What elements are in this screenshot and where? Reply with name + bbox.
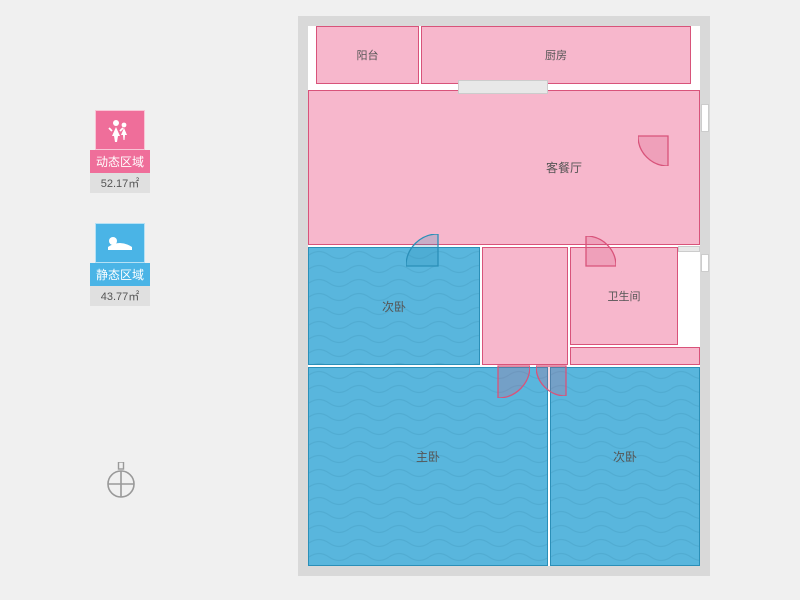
room-kitchen: 厨房 [421,26,691,84]
wall-segment [458,80,548,94]
legend-static-value: 43.77㎡ [90,286,150,306]
legend-dynamic-label: 动态区域 [90,150,150,173]
window-marker [701,104,709,132]
legend: 动态区域 52.17㎡ 静态区域 43.77㎡ [80,110,160,336]
legend-dynamic: 动态区域 52.17㎡ [80,110,160,193]
door-arc [556,236,616,296]
door-arc [406,234,470,298]
window-marker [701,254,709,272]
room-label: 主卧 [416,448,440,465]
door-arc [466,334,530,398]
door-arc [536,336,596,396]
room-bed2b: 次卧 [550,367,700,566]
room-label: 次卧 [382,298,406,315]
legend-static: 静态区域 43.77㎡ [80,223,160,306]
room-label: 阳台 [357,47,379,63]
room-label: 客餐厅 [546,159,582,176]
compass-icon [105,462,137,494]
floorplan: 阳台厨房客餐厅次卧卫生间主卧次卧 [298,16,710,576]
room-balcony: 阳台 [316,26,419,84]
legend-static-label: 静态区域 [90,263,150,286]
legend-dynamic-value: 52.17㎡ [90,173,150,193]
people-icon [95,110,145,150]
door-arc [638,106,698,166]
sleep-icon [95,223,145,263]
room-label: 厨房 [545,47,567,63]
room-label: 次卧 [613,448,637,465]
wall-segment [678,246,700,252]
